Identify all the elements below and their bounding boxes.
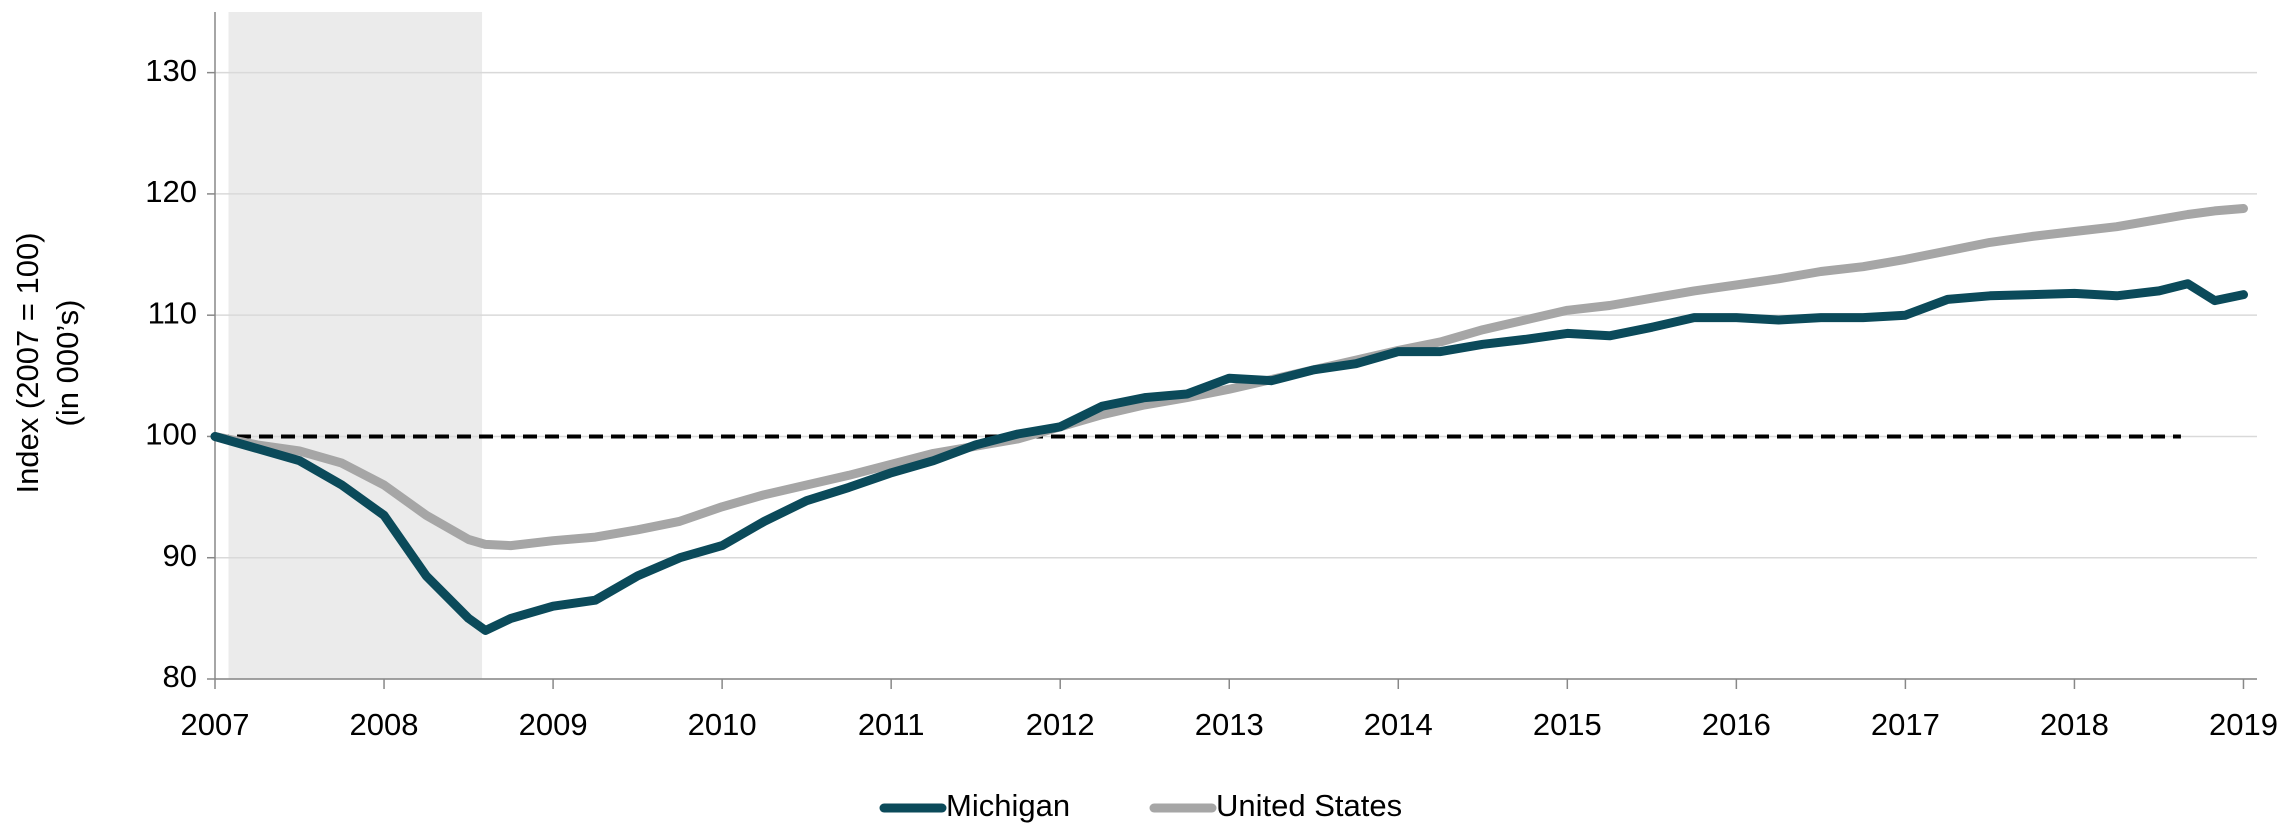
line-series bbox=[210, 279, 2248, 635]
line-series bbox=[210, 204, 2248, 551]
y-axis-label-line: (in 000’s) bbox=[50, 300, 85, 427]
y-tick-label: 100 bbox=[145, 417, 197, 452]
y-tick-label: 120 bbox=[145, 174, 197, 209]
x-tick-label: 2012 bbox=[1026, 707, 1095, 742]
legend-label: United States bbox=[1216, 788, 1402, 823]
y-axis-label-line: Index (2007 = 100) bbox=[10, 232, 45, 493]
x-tick-label: 2017 bbox=[1871, 707, 1940, 742]
y-tick-label: 110 bbox=[148, 295, 197, 330]
y-tick-label: 130 bbox=[145, 53, 197, 88]
x-tick-label: 2007 bbox=[181, 707, 250, 742]
y-tick-label: 80 bbox=[163, 659, 197, 694]
x-tick-label: 2014 bbox=[1364, 707, 1433, 742]
x-tick-label: 2015 bbox=[1533, 707, 1602, 742]
shaded-region bbox=[228, 12, 483, 679]
x-tick-label: 2016 bbox=[1702, 707, 1771, 742]
y-tick-label: 90 bbox=[163, 538, 197, 573]
x-tick-label: 2013 bbox=[1195, 707, 1264, 742]
x-tick-label: 2010 bbox=[688, 707, 757, 742]
x-tick-label: 2011 bbox=[858, 707, 925, 742]
x-tick-label: 2009 bbox=[519, 707, 588, 742]
legend-label: Michigan bbox=[946, 788, 1070, 823]
x-tick-label: 2019 bbox=[2209, 707, 2278, 742]
x-tick-label: 2018 bbox=[2040, 707, 2109, 742]
y-axis-label: Index (2007 = 100) (in 000’s) bbox=[10, 232, 85, 493]
x-tick-label: 2008 bbox=[350, 707, 419, 742]
